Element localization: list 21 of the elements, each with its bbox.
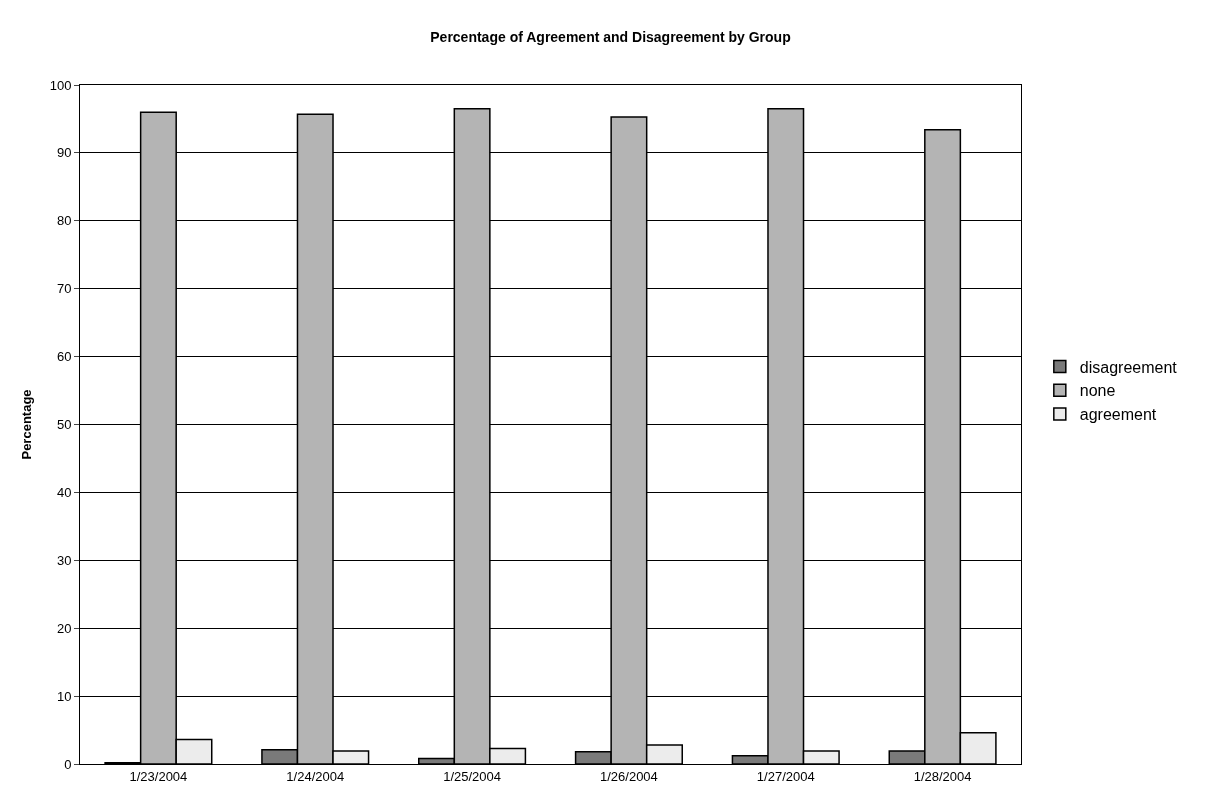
y-tick-label: 80 xyxy=(56,213,72,229)
chart-title: Percentage of Agreement and Disagreement by Group xyxy=(430,28,791,45)
y-tick-label: 20 xyxy=(56,620,72,636)
x-tick-label: 1/28/2004 xyxy=(913,768,972,784)
legend-label: agreement xyxy=(1079,406,1157,424)
y-axis-title: Percentage xyxy=(18,389,34,460)
x-tick-label: 1/24/2004 xyxy=(286,768,345,784)
x-tick-label: 1/26/2004 xyxy=(600,768,658,784)
y-tick-label: 70 xyxy=(56,281,72,297)
y-tick-label: 90 xyxy=(56,145,72,161)
x-tick-label: 1/25/2004 xyxy=(443,768,501,784)
legend-label: disagreement xyxy=(1079,358,1178,376)
x-tick-label: 1/23/2004 xyxy=(129,768,188,784)
y-tick-label: 30 xyxy=(56,552,72,568)
y-tick-label: 40 xyxy=(56,484,72,500)
y-tick-label: 50 xyxy=(56,417,72,433)
y-tick-label: 0 xyxy=(64,756,72,772)
y-tick-label: 10 xyxy=(56,688,72,704)
y-tick-label: 60 xyxy=(56,349,72,365)
y-tick-label: 100 xyxy=(49,77,72,93)
x-tick-label: 1/27/2004 xyxy=(756,768,815,784)
